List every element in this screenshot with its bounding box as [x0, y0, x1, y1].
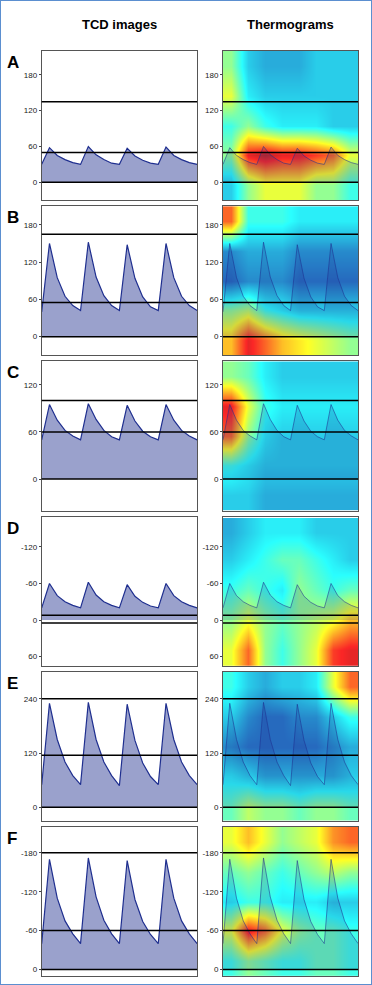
svg-text:D: D	[7, 519, 19, 538]
svg-text:0: 0	[214, 475, 219, 484]
svg-text:240: 240	[205, 695, 219, 704]
svg-text:240: 240	[24, 695, 38, 704]
svg-text:180: 180	[205, 71, 219, 80]
svg-text:60: 60	[209, 652, 218, 661]
svg-text:60: 60	[28, 295, 37, 304]
svg-text:60: 60	[28, 428, 37, 437]
svg-text:60: 60	[209, 295, 218, 304]
svg-text:0: 0	[33, 178, 38, 187]
svg-text:120: 120	[205, 381, 219, 390]
svg-text:-120: -120	[21, 543, 38, 552]
svg-text:F: F	[7, 829, 17, 848]
svg-text:60: 60	[28, 652, 37, 661]
svg-text:A: A	[7, 53, 19, 72]
svg-text:-120: -120	[202, 543, 219, 552]
svg-text:-180: -180	[21, 849, 38, 858]
svg-text:120: 120	[24, 381, 38, 390]
svg-text:-60: -60	[207, 926, 219, 935]
svg-text:0: 0	[214, 616, 219, 625]
svg-text:B: B	[7, 208, 19, 227]
svg-text:Thermograms: Thermograms	[247, 17, 334, 32]
svg-text:0: 0	[33, 332, 38, 341]
svg-text:TCD images: TCD images	[82, 17, 157, 32]
svg-text:120: 120	[24, 106, 38, 115]
svg-text:E: E	[7, 674, 18, 693]
svg-text:0: 0	[214, 965, 219, 974]
svg-text:-60: -60	[207, 579, 219, 588]
svg-text:-120: -120	[202, 887, 219, 896]
svg-text:60: 60	[209, 428, 218, 437]
svg-text:120: 120	[24, 258, 38, 267]
svg-text:C: C	[7, 363, 19, 382]
svg-text:0: 0	[33, 616, 38, 625]
svg-text:60: 60	[28, 142, 37, 151]
svg-text:0: 0	[214, 803, 219, 812]
svg-text:-180: -180	[202, 849, 219, 858]
svg-text:60: 60	[209, 142, 218, 151]
svg-text:120: 120	[24, 749, 38, 758]
svg-text:180: 180	[24, 221, 38, 230]
svg-text:0: 0	[214, 332, 219, 341]
svg-text:0: 0	[33, 803, 38, 812]
svg-text:120: 120	[205, 749, 219, 758]
svg-text:0: 0	[214, 178, 219, 187]
svg-text:120: 120	[205, 106, 219, 115]
svg-text:-60: -60	[26, 926, 38, 935]
svg-text:180: 180	[24, 71, 38, 80]
svg-text:180: 180	[205, 221, 219, 230]
svg-text:120: 120	[205, 258, 219, 267]
svg-text:0: 0	[33, 475, 38, 484]
svg-text:-60: -60	[26, 579, 38, 588]
svg-text:-120: -120	[21, 887, 38, 896]
svg-text:0: 0	[33, 965, 38, 974]
